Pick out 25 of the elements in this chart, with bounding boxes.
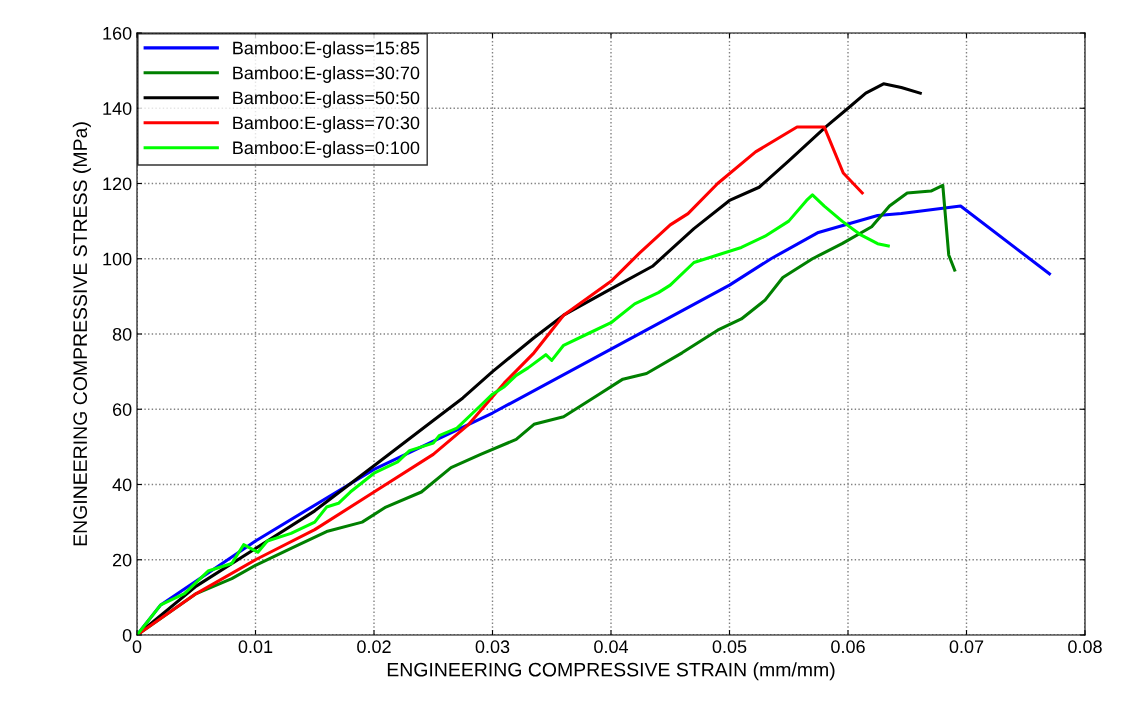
legend-label: Bamboo:E-glass=50:50	[233, 91, 420, 108]
y-tick-label: 140	[103, 102, 132, 115]
y-tick-label: 120	[103, 177, 132, 191]
y-tick-label: 80	[112, 327, 132, 341]
legend-label: Bamboo:E-glass=70:30	[233, 115, 420, 133]
x-tick-label: 0.06	[831, 640, 865, 654]
y-tick-label: 40	[112, 478, 132, 492]
x-tick-label: 0.08	[1068, 640, 1102, 654]
x-tick-label: 0.03	[475, 640, 510, 654]
y-tick-label: 60	[112, 403, 132, 416]
y-tick-label: 100	[103, 252, 132, 266]
legend-label: Bamboo:E-glass=30:70	[233, 66, 420, 83]
legend-label: Bamboo:E-glass=0:100	[233, 140, 420, 158]
y-tick-label: 0	[122, 628, 132, 642]
x-tick-label: 0.01	[238, 640, 273, 654]
x-tick-label: 0	[132, 640, 142, 654]
y-axis-title: ENGINEERING COMPRESSIVE STRESS (MPa)	[72, 122, 91, 546]
legend-label: Bamboo:E-glass=15:85	[233, 41, 420, 58]
x-axis-title: ENGINEERING COMPRESSIVE STRAIN (mm/mm)	[387, 662, 835, 681]
x-tick-label: 0.07	[949, 640, 984, 654]
y-tick-label: 160	[103, 26, 132, 40]
x-tick-label: 0.02	[357, 640, 391, 654]
x-tick-label: 0.05	[712, 640, 747, 654]
y-tick-label: 20	[112, 553, 132, 567]
x-tick-label: 0.04	[594, 640, 629, 654]
